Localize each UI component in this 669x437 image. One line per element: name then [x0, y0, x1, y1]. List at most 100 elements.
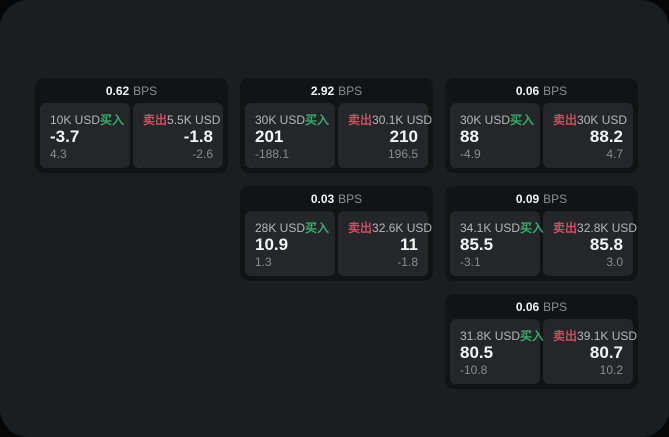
- bps-unit-label: BPS: [338, 83, 363, 98]
- quote-card: 0.06 BPS 31.8K USD 买入 80.5 -10.8 卖出 39.1…: [445, 294, 638, 389]
- sell-amount: 32.6K USD: [372, 220, 433, 235]
- sell-panel-top: 卖出 30K USD: [553, 111, 627, 128]
- sell-label: 卖出: [348, 221, 373, 236]
- buy-amount: 30K USD: [255, 112, 306, 127]
- buy-delta: -3.1: [460, 255, 481, 269]
- buy-amount: 34.1K USD: [460, 220, 521, 235]
- bps-unit-label: BPS: [133, 83, 158, 98]
- buy-panel[interactable]: 28K USD 买入 10.9 1.3: [245, 211, 335, 276]
- quote-card: 0.09 BPS 34.1K USD 买入 85.5 -3.1 卖出 32.8K…: [445, 186, 638, 281]
- sell-amount: 30.1K USD: [372, 112, 433, 127]
- sell-panel-top: 卖出 32.6K USD: [348, 219, 432, 236]
- buy-price: 201: [255, 127, 284, 147]
- sell-delta: 3.0: [606, 255, 623, 269]
- buy-price: 10.9: [255, 235, 289, 255]
- sell-panel[interactable]: 卖出 39.1K USD 80.7 10.2: [543, 319, 637, 384]
- sell-delta: 196.5: [387, 147, 418, 161]
- bps-value: 0.09: [515, 191, 540, 206]
- quote-card-header: 0.09 BPS: [445, 186, 638, 211]
- quote-card-body: 28K USD 买入 10.9 1.3 卖出 32.6K USD 11 -1.8: [240, 211, 433, 281]
- bps-unit-label: BPS: [543, 191, 568, 206]
- buy-panel[interactable]: 10K USD 买入 -3.7 4.3: [40, 103, 130, 168]
- buy-price: 88: [460, 127, 479, 147]
- buy-panel-top: 34.1K USD 买入: [460, 219, 544, 236]
- buy-label: 买入: [520, 221, 545, 236]
- bps-value: 0.06: [515, 299, 540, 314]
- sell-delta: -1.8: [397, 255, 418, 269]
- buy-panel[interactable]: 30K USD 买入 88 -4.9: [450, 103, 540, 168]
- buy-amount: 31.8K USD: [460, 328, 521, 343]
- buy-price: 80.5: [460, 343, 494, 363]
- sell-price: 11: [400, 235, 418, 255]
- bps-value: 0.03: [310, 191, 335, 206]
- sell-label: 卖出: [553, 113, 578, 128]
- buy-panel-top: 28K USD 买入: [255, 219, 329, 236]
- sell-price: 210: [389, 127, 418, 147]
- quote-card: 0.62 BPS 10K USD 买入 -3.7 4.3 卖出 5.5K USD…: [35, 78, 228, 173]
- sell-panel[interactable]: 卖出 32.8K USD 85.8 3.0: [543, 211, 637, 276]
- quote-card-body: 31.8K USD 买入 80.5 -10.8 卖出 39.1K USD 80.…: [445, 319, 638, 389]
- sell-amount: 5.5K USD: [167, 112, 221, 127]
- bps-unit-label: BPS: [338, 191, 363, 206]
- buy-delta: 4.3: [50, 147, 67, 161]
- buy-label: 买入: [510, 113, 535, 128]
- sell-price: 80.7: [589, 343, 623, 363]
- buy-panel-top: 30K USD 买入: [460, 111, 534, 128]
- quote-card-body: 30K USD 买入 201 -188.1 卖出 30.1K USD 210 1…: [240, 103, 433, 173]
- sell-panel-top: 卖出 32.8K USD: [553, 219, 637, 236]
- buy-panel[interactable]: 34.1K USD 买入 85.5 -3.1: [450, 211, 544, 276]
- sell-delta: -2.6: [192, 147, 213, 161]
- quote-card-header: 0.03 BPS: [240, 186, 433, 211]
- buy-delta: 1.3: [255, 255, 272, 269]
- buy-panel[interactable]: 31.8K USD 买入 80.5 -10.8: [450, 319, 544, 384]
- bps-value: 0.06: [515, 83, 540, 98]
- buy-delta: -10.8: [460, 363, 488, 377]
- sell-price: -1.8: [183, 127, 213, 147]
- sell-panel[interactable]: 卖出 32.6K USD 11 -1.8: [338, 211, 432, 276]
- sell-amount: 39.1K USD: [577, 328, 638, 343]
- buy-label: 买入: [305, 221, 330, 236]
- sell-panel[interactable]: 卖出 30K USD 88.2 4.7: [543, 103, 633, 168]
- sell-panel-top: 卖出 5.5K USD: [143, 111, 220, 128]
- buy-panel-top: 10K USD 买入: [50, 111, 124, 128]
- quote-card: 0.03 BPS 28K USD 买入 10.9 1.3 卖出 32.6K US…: [240, 186, 433, 281]
- buy-panel[interactable]: 30K USD 买入 201 -188.1: [245, 103, 335, 168]
- bps-value: 2.92: [310, 83, 335, 98]
- buy-delta: -188.1: [255, 147, 290, 161]
- bps-unit-label: BPS: [543, 299, 568, 314]
- buy-amount: 30K USD: [460, 112, 511, 127]
- buy-price: 85.5: [460, 235, 494, 255]
- sell-price: 85.8: [589, 235, 623, 255]
- quote-card: 0.06 BPS 30K USD 买入 88 -4.9 卖出 30K USD 8…: [445, 78, 638, 173]
- sell-price: 88.2: [589, 127, 623, 147]
- buy-panel-top: 31.8K USD 买入: [460, 327, 544, 344]
- buy-amount: 28K USD: [255, 220, 306, 235]
- quote-card-body: 30K USD 买入 88 -4.9 卖出 30K USD 88.2 4.7: [445, 103, 638, 173]
- quote-card-header: 0.06 BPS: [445, 294, 638, 319]
- sell-label: 卖出: [348, 113, 373, 128]
- sell-panel-top: 卖出 30.1K USD: [348, 111, 432, 128]
- buy-delta: -4.9: [460, 147, 481, 161]
- cards-grid: 0.62 BPS 10K USD 买入 -3.7 4.3 卖出 5.5K USD…: [35, 78, 638, 389]
- buy-label: 买入: [305, 113, 330, 128]
- sell-delta: 10.2: [599, 363, 623, 377]
- sell-amount: 30K USD: [577, 112, 628, 127]
- buy-price: -3.7: [50, 127, 80, 147]
- quote-card-body: 10K USD 买入 -3.7 4.3 卖出 5.5K USD -1.8 -2.…: [35, 103, 228, 173]
- sell-amount: 32.8K USD: [577, 220, 638, 235]
- quote-card: 2.92 BPS 30K USD 买入 201 -188.1 卖出 30.1K …: [240, 78, 433, 173]
- bps-unit-label: BPS: [543, 83, 568, 98]
- sell-label: 卖出: [553, 329, 578, 344]
- quote-card-body: 34.1K USD 买入 85.5 -3.1 卖出 32.8K USD 85.8…: [445, 211, 638, 281]
- quote-card-header: 0.06 BPS: [445, 78, 638, 103]
- buy-amount: 10K USD: [50, 112, 101, 127]
- sell-panel[interactable]: 卖出 30.1K USD 210 196.5: [338, 103, 432, 168]
- quote-card-header: 0.62 BPS: [35, 78, 228, 103]
- bps-value: 0.62: [105, 83, 130, 98]
- sell-delta: 4.7: [606, 147, 623, 161]
- buy-label: 买入: [520, 329, 545, 344]
- sell-label: 卖出: [143, 113, 168, 128]
- sell-panel[interactable]: 卖出 5.5K USD -1.8 -2.6: [133, 103, 223, 168]
- sell-panel-top: 卖出 39.1K USD: [553, 327, 637, 344]
